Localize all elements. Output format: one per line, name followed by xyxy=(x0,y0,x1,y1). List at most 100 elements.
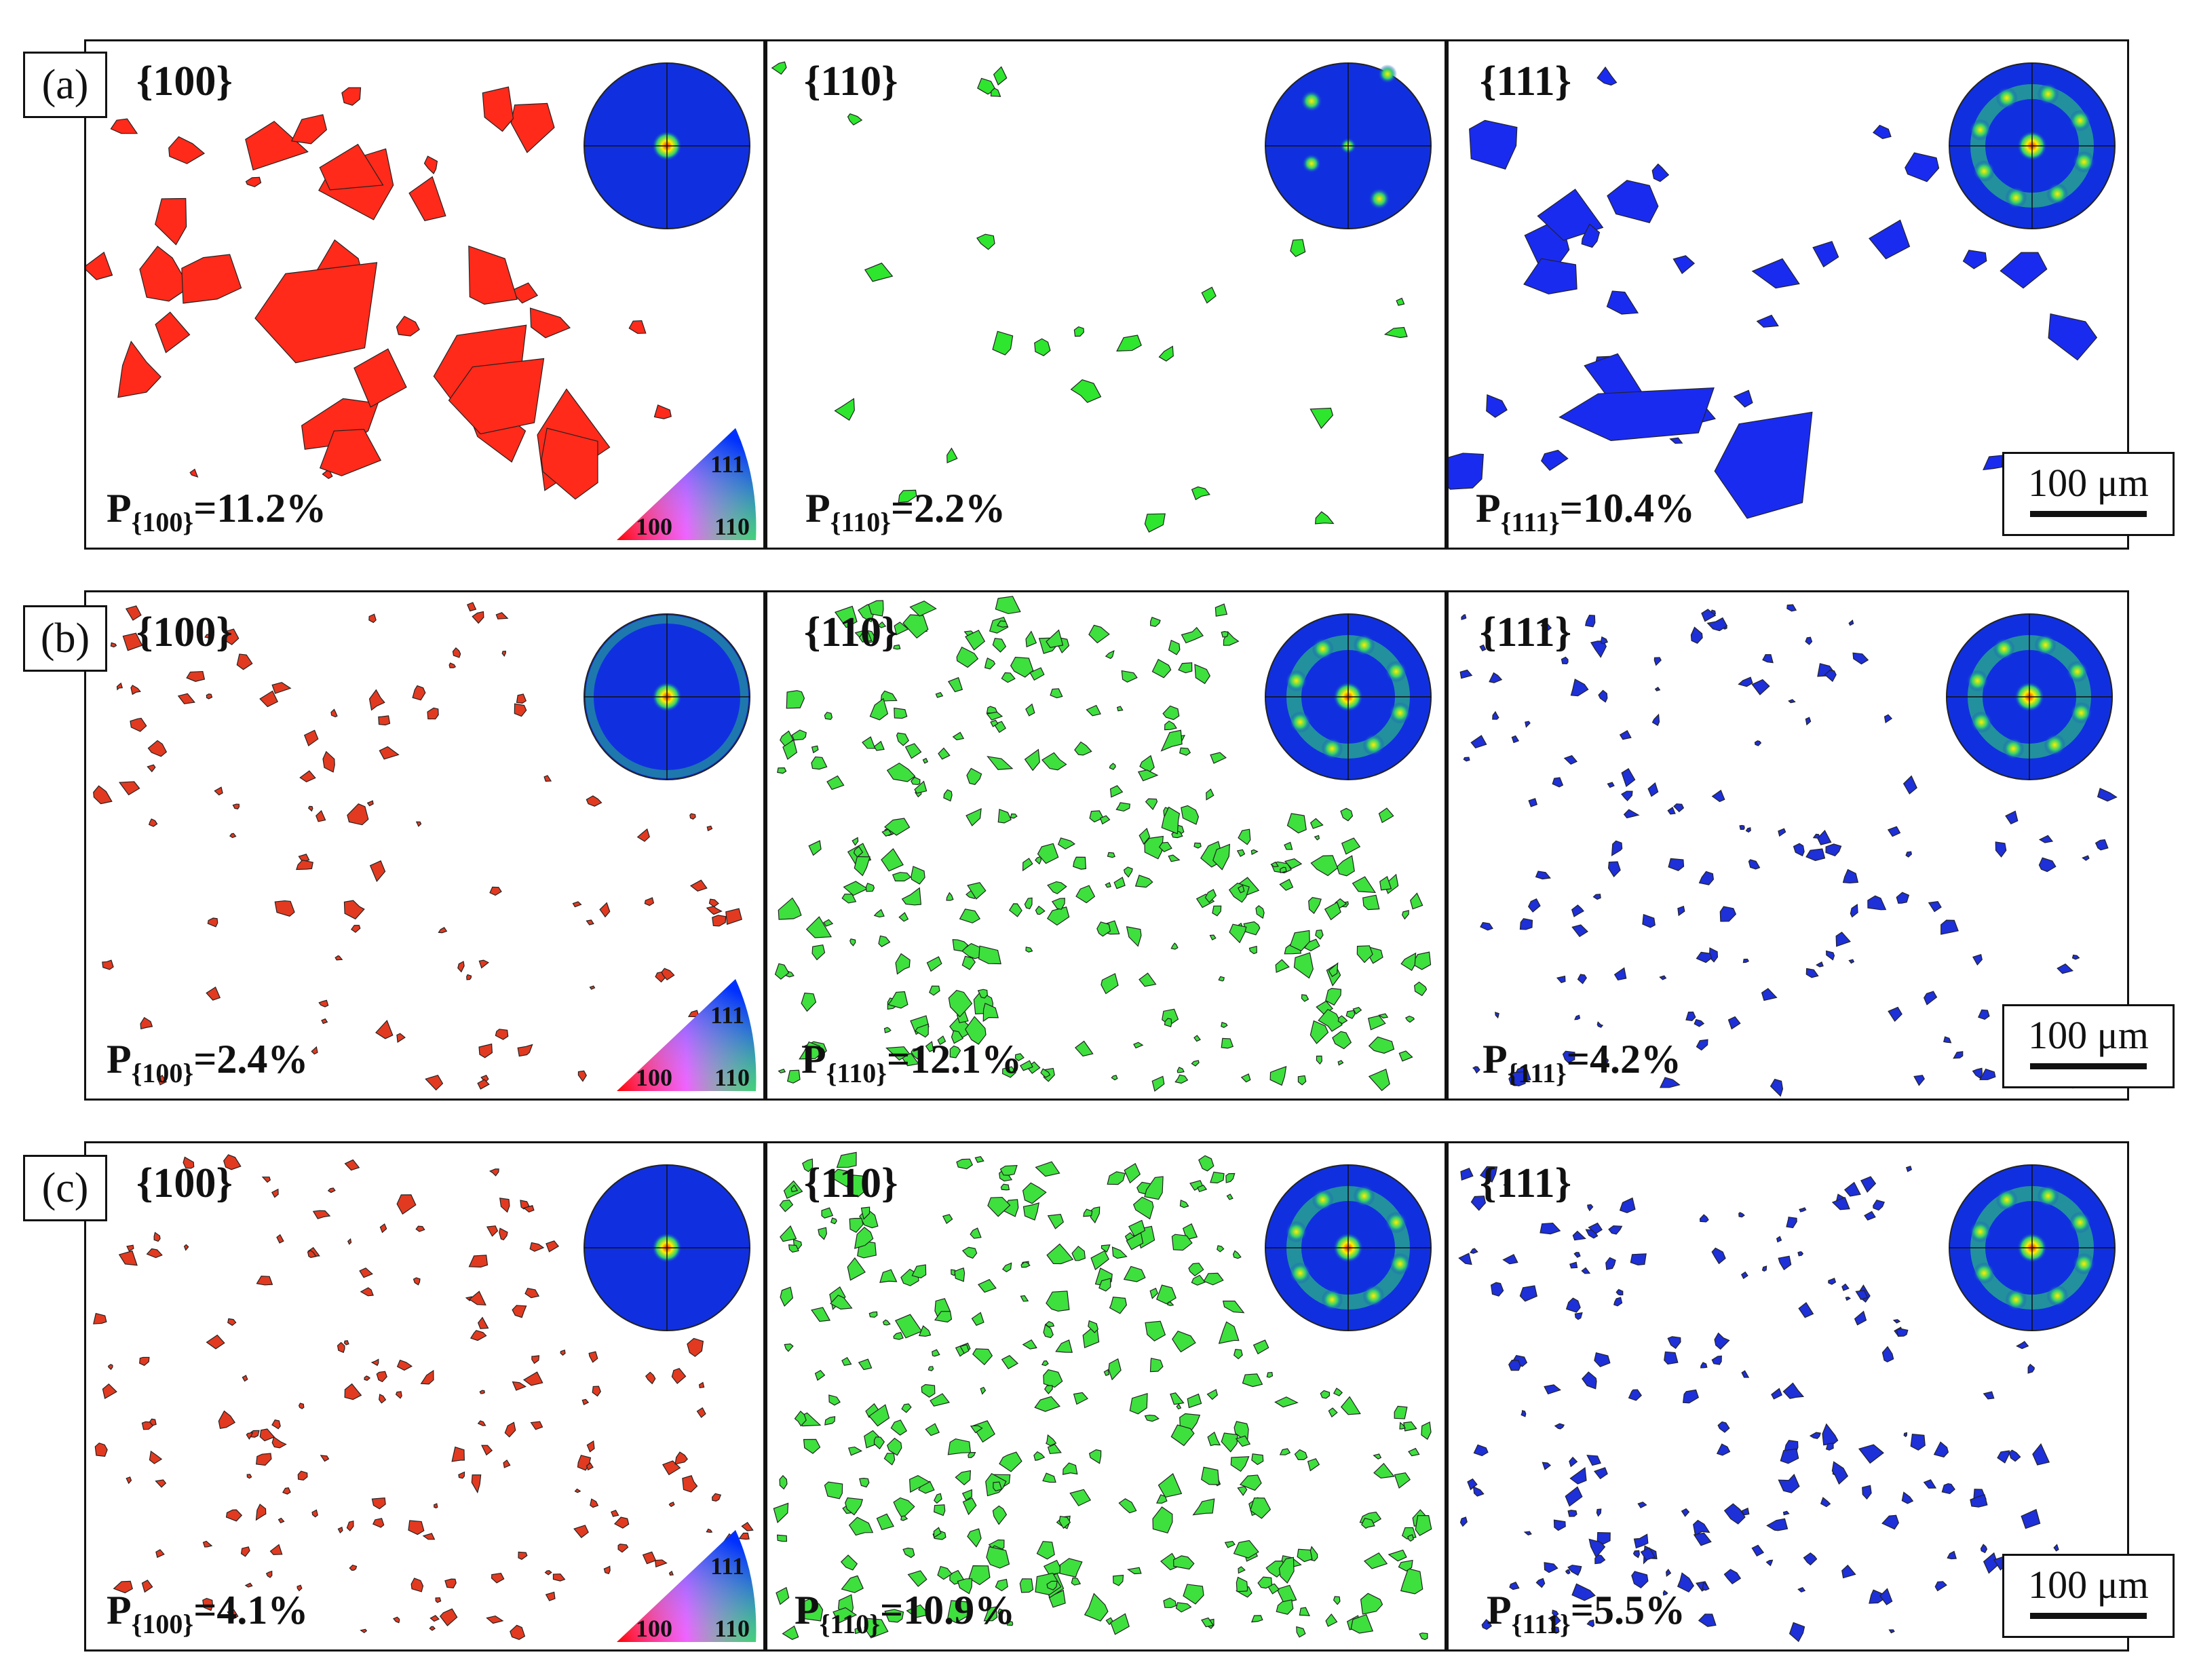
grain xyxy=(486,1225,499,1237)
ipf-111: 111 xyxy=(710,1001,744,1029)
grain xyxy=(1637,1502,1647,1508)
grain xyxy=(2057,963,2074,974)
grain xyxy=(1286,813,1307,834)
grain xyxy=(113,1580,133,1594)
grain xyxy=(1696,951,1713,963)
grain xyxy=(808,840,822,856)
grain xyxy=(155,311,191,354)
grain xyxy=(227,1318,237,1326)
grain xyxy=(644,897,655,906)
grain xyxy=(477,1420,486,1426)
grain xyxy=(1133,1042,1144,1049)
pole-intensity-spot xyxy=(2002,738,2025,760)
grain xyxy=(980,1386,987,1395)
grain xyxy=(413,1277,421,1286)
grain xyxy=(478,1043,493,1058)
grain xyxy=(271,1188,279,1198)
grain xyxy=(1309,407,1334,429)
grain xyxy=(712,1493,722,1502)
grain xyxy=(1738,1212,1745,1218)
row-label-c: (c) xyxy=(23,1155,107,1221)
grain xyxy=(278,1517,285,1524)
grain xyxy=(245,176,262,187)
grain xyxy=(261,1177,271,1183)
grain xyxy=(955,1470,972,1486)
grain xyxy=(1565,1486,1583,1507)
grain xyxy=(962,1497,977,1516)
grain xyxy=(645,1371,656,1385)
grain xyxy=(967,881,987,900)
grain xyxy=(429,1626,436,1631)
grain xyxy=(674,1451,688,1465)
grain xyxy=(1793,843,1805,857)
grain xyxy=(1206,1389,1218,1400)
grain xyxy=(516,693,527,704)
grain xyxy=(503,1459,511,1468)
grain xyxy=(956,1158,974,1170)
grain xyxy=(884,1609,904,1623)
grain xyxy=(890,1419,908,1436)
panel-c-100: {100} P{100}=4.1% 100 110 111 xyxy=(84,1141,765,1652)
grain xyxy=(1739,824,1745,830)
grain xyxy=(1492,710,1499,720)
grain xyxy=(125,605,142,621)
grain xyxy=(990,88,1001,97)
ipf-111: 111 xyxy=(710,1552,744,1580)
grain xyxy=(1194,664,1210,685)
grain xyxy=(1088,1320,1098,1333)
grain xyxy=(1592,894,1601,900)
grain xyxy=(849,1217,864,1233)
grain xyxy=(1855,1290,1869,1300)
grain xyxy=(1407,1534,1414,1542)
grain xyxy=(1234,1349,1243,1360)
grain xyxy=(830,1217,837,1225)
grain xyxy=(1212,843,1230,871)
grain xyxy=(543,775,552,782)
panel-a-100: {100} P{100}=11.2% 100 xyxy=(84,39,765,550)
grain xyxy=(1979,1068,1996,1080)
grain xyxy=(1069,1489,1092,1506)
grain xyxy=(1574,1014,1581,1020)
grain xyxy=(873,1436,885,1450)
grain xyxy=(603,1565,611,1575)
grain xyxy=(2027,1363,2035,1374)
grain xyxy=(907,1570,928,1587)
grain xyxy=(1972,1067,1983,1080)
grain xyxy=(824,1481,843,1500)
grain xyxy=(368,613,377,624)
grain xyxy=(1903,1432,1908,1438)
grain xyxy=(938,747,951,760)
grain xyxy=(1860,1176,1877,1193)
grain xyxy=(898,489,917,503)
grain xyxy=(1042,1472,1056,1483)
pole-intensity-spot xyxy=(1966,670,1989,692)
grain xyxy=(1279,866,1287,874)
grain xyxy=(801,992,817,1012)
grain xyxy=(155,1549,165,1559)
grain xyxy=(1378,1013,1389,1018)
grain xyxy=(1041,1360,1049,1367)
grain xyxy=(271,682,292,694)
grain xyxy=(149,1418,157,1426)
grain xyxy=(1470,1248,1478,1254)
grain xyxy=(1570,679,1589,697)
grain xyxy=(986,1546,1010,1569)
grain xyxy=(1040,1068,1051,1078)
grain xyxy=(1243,921,1261,936)
grain xyxy=(347,1238,352,1245)
grain xyxy=(439,1608,458,1626)
grain xyxy=(1025,703,1035,717)
grain xyxy=(1812,241,1839,268)
grain xyxy=(1050,688,1063,699)
grain xyxy=(1805,717,1812,726)
grain xyxy=(997,620,1009,628)
grain xyxy=(1113,877,1126,890)
grain xyxy=(1594,1554,1606,1565)
ipf-color-key: 100 110 111 xyxy=(617,1530,757,1642)
grain xyxy=(1751,679,1770,695)
grain xyxy=(1001,1355,1019,1370)
grain xyxy=(974,1156,984,1163)
grain xyxy=(1178,662,1193,674)
grain xyxy=(322,750,335,773)
grain xyxy=(1071,1577,1082,1586)
